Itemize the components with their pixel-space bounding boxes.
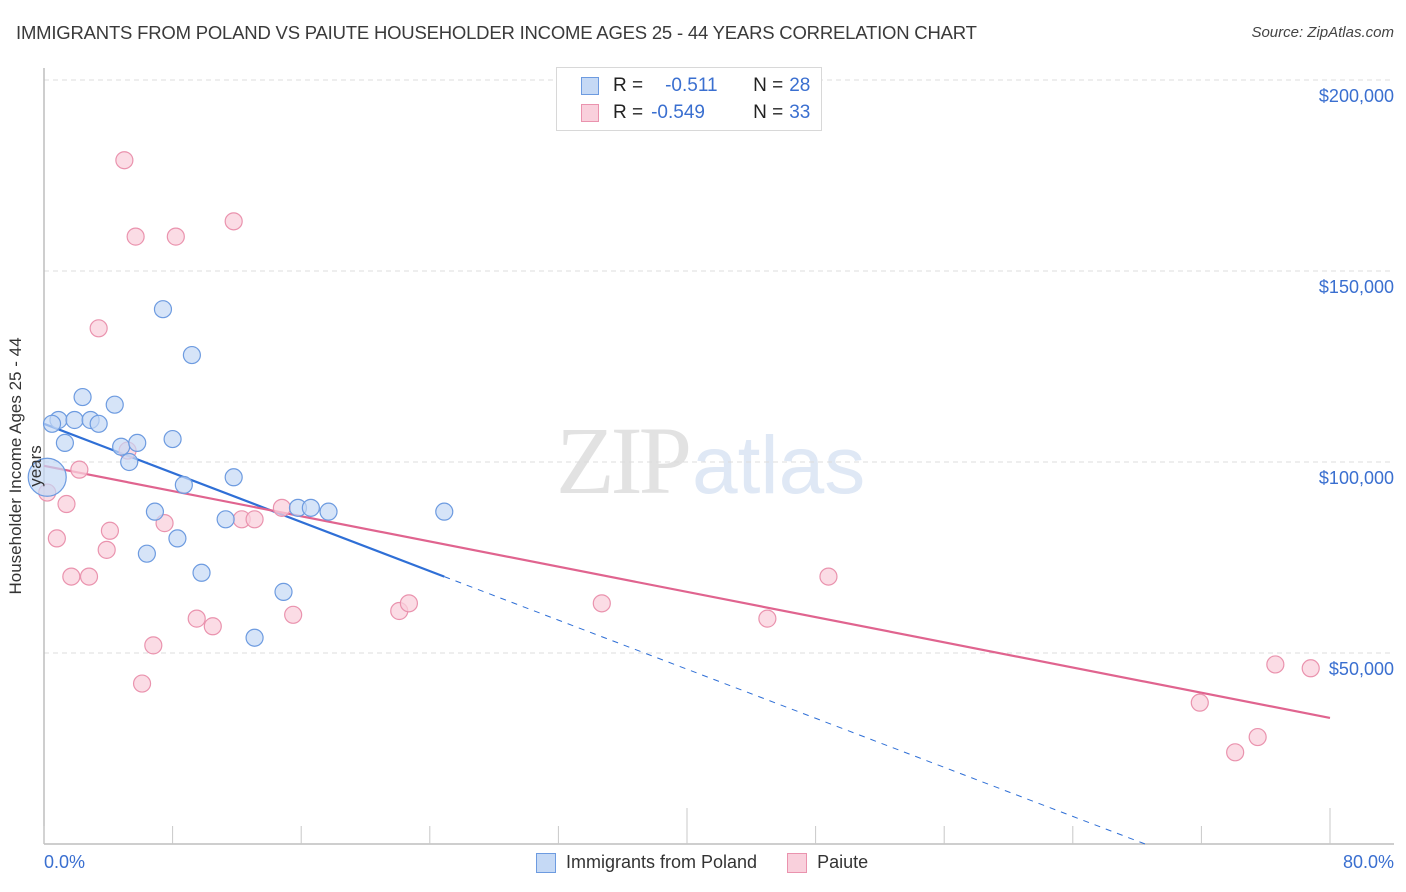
legend-row-poland: R = -0.511 N = 28: [581, 73, 810, 99]
y-tick-150k: $150,000: [1318, 277, 1394, 297]
paiute-point: [245, 510, 264, 529]
r-value: -0.511: [665, 75, 718, 96]
legend-item-poland[interactable]: Immigrants from Poland: [536, 852, 757, 873]
n-label: N =: [753, 102, 784, 123]
blue-swatch-icon: [536, 852, 556, 873]
paiute-point: [1190, 693, 1209, 712]
paiute-point: [819, 567, 838, 586]
paiute-point: [187, 609, 206, 628]
poland-point: [182, 345, 201, 365]
poland-point: [128, 433, 147, 452]
paiute-point: [272, 498, 292, 517]
poland-point: [163, 429, 182, 449]
n-value: 33: [789, 102, 811, 123]
poland-point: [224, 468, 243, 487]
y-tick-200k: $200,000: [1318, 86, 1394, 106]
poland-point: [435, 502, 454, 521]
paiute-point: [1301, 659, 1320, 678]
x-tick-min: 0.0%: [44, 852, 86, 872]
blue-swatch-icon: [581, 77, 599, 95]
poland-point: [153, 300, 173, 319]
poland-point: [65, 410, 84, 430]
paiute-point: [62, 567, 81, 586]
poland-point: [245, 628, 264, 647]
poland-point: [168, 529, 187, 548]
r-value: -0.549: [651, 102, 705, 123]
poland-point: [145, 502, 165, 521]
pink-swatch-icon: [787, 852, 808, 873]
y-tick-100k: $100,000: [1318, 468, 1394, 488]
watermark: ZIPatlas: [556, 405, 865, 516]
paiute-point: [399, 594, 419, 613]
n-label: N =: [753, 75, 784, 96]
poland-trend-extension: [444, 576, 1146, 845]
source-label: Source: ZipAtlas.com: [1251, 24, 1394, 41]
poland-point: [174, 475, 193, 495]
paiute-point: [97, 540, 116, 559]
paiute-point: [100, 521, 120, 540]
data-points: [27, 151, 1320, 762]
poland-point: [216, 510, 235, 529]
legend-row-paiute: R = -0.549 N = 33: [581, 100, 810, 126]
poland-point: [89, 414, 108, 433]
paiute-point: [1248, 727, 1267, 747]
poland-point: [55, 433, 74, 452]
n-value: 28: [789, 75, 811, 96]
r-label: R =: [613, 102, 644, 123]
gridlines: [44, 79, 1394, 654]
paiute-point: [47, 529, 66, 548]
paiute-point: [284, 605, 303, 624]
paiute-point: [79, 567, 99, 586]
paiute-point: [1226, 743, 1245, 762]
watermark-atlas: atlas: [692, 420, 866, 511]
r-label: R =: [613, 75, 644, 96]
poland-point: [301, 498, 320, 517]
legend-label-paiute: Paiute: [817, 852, 869, 872]
paiute-point: [224, 212, 243, 231]
paiute-point: [57, 494, 76, 514]
paiute-point: [592, 594, 611, 613]
poland-point: [112, 437, 131, 456]
paiute-point: [203, 617, 222, 636]
poland-point: [27, 457, 67, 497]
paiute-point: [70, 460, 89, 479]
paiute-trend-line: [43, 464, 1331, 720]
y-tick-50k: $50,000: [1328, 659, 1394, 679]
paiute-point: [89, 319, 108, 338]
poland-point: [42, 414, 62, 433]
poland-point: [319, 502, 338, 521]
poland-trend-line: [43, 422, 445, 578]
poland-point: [137, 544, 156, 563]
chart-title: IMMIGRANTS FROM POLAND VS PAIUTE HOUSEHO…: [16, 22, 977, 43]
axes: [43, 68, 1394, 845]
series-legend: Immigrants from Poland Paiute: [536, 852, 898, 873]
paiute-point: [1266, 655, 1285, 674]
paiute-point: [126, 227, 145, 246]
watermark-zip: ZIP: [556, 407, 692, 514]
poland-point: [120, 452, 139, 472]
stats-legend: R = -0.511 N = 28 R = -0.549 N = 33: [556, 67, 822, 131]
paiute-point: [115, 151, 134, 170]
paiute-point: [758, 609, 777, 628]
paiute-point: [144, 636, 163, 655]
legend-item-paiute[interactable]: Paiute: [787, 852, 868, 873]
paiute-point: [132, 674, 152, 693]
poland-point: [105, 395, 124, 414]
poland-point: [192, 563, 211, 582]
y-axis-label: Householder Income Ages 25 - 44 years: [6, 337, 45, 595]
poland-point: [73, 387, 92, 407]
x-tick-max: 80.0%: [1342, 852, 1394, 872]
paiute-point: [166, 227, 185, 246]
trend-lines: [43, 422, 1331, 845]
pink-swatch-icon: [581, 104, 599, 122]
legend-label-poland: Immigrants from Poland: [566, 852, 758, 872]
poland-point: [274, 582, 293, 601]
